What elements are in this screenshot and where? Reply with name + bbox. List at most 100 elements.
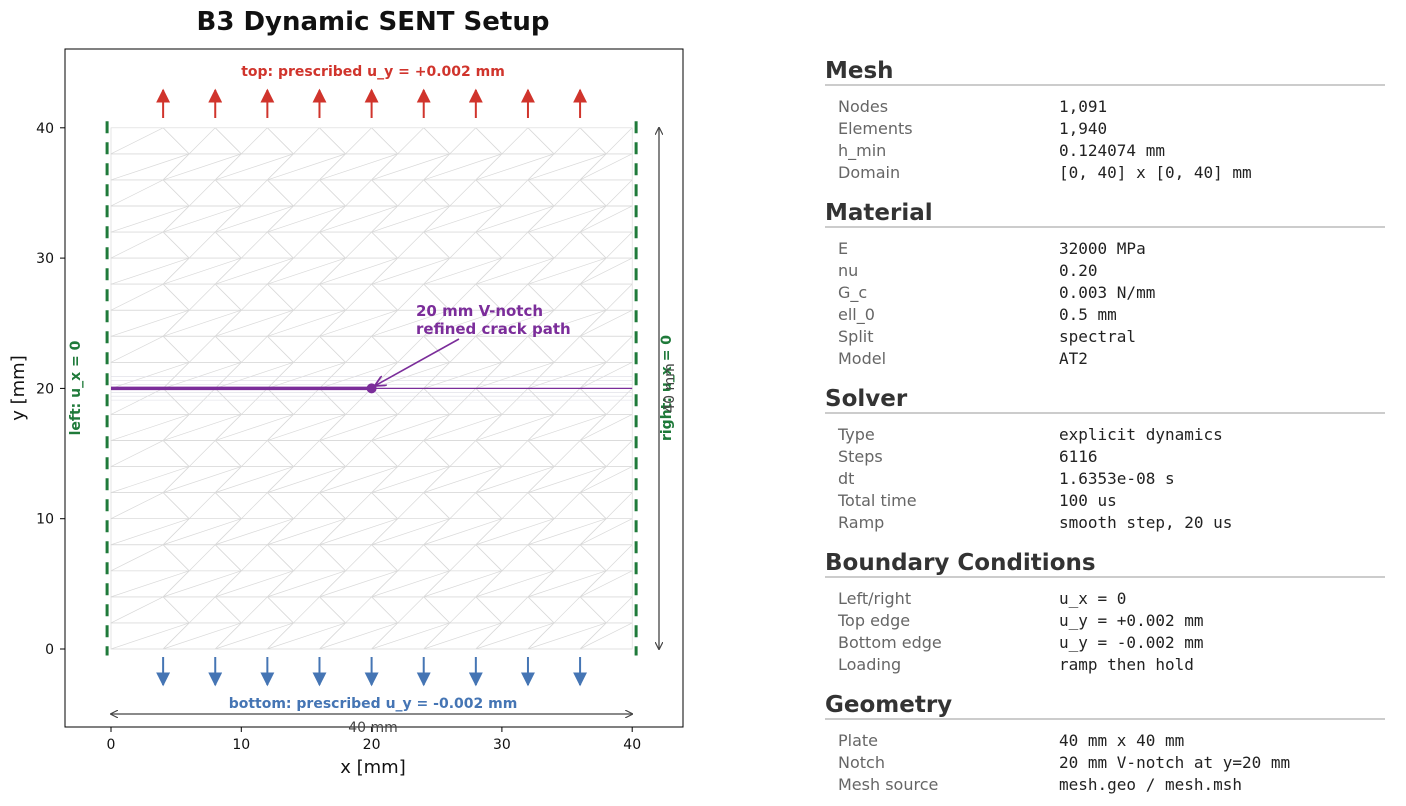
param-value: 0.5 mm [1059, 305, 1117, 324]
param-key: Nodes [838, 97, 889, 116]
param-key: Type [838, 425, 875, 444]
param-row: Nodes 1,091 [838, 96, 1385, 118]
y-tick-label: 30 [36, 251, 54, 267]
param-row: Split spectral [838, 326, 1385, 348]
mesh-cell [266, 127, 347, 155]
parameter-summary: Mesh Nodes 1,091 Elements 1,940 h_min 0.124074… [825, 52, 1385, 806]
param-value: [0, 40] x [0, 40] mm [1059, 163, 1252, 182]
x-tick-label: 10 [232, 737, 250, 753]
param-row: h_min 0.124074 mm [838, 140, 1385, 162]
param-key: Notch [838, 753, 885, 772]
param-row: Bottom edge u_y = -0.002 mm [838, 632, 1385, 654]
section-title: Geometry [825, 686, 1385, 720]
param-value: 1,940 [1059, 119, 1108, 138]
param-row: Mesh source mesh.geo / mesh.msh [838, 774, 1385, 796]
param-value: explicit dynamics [1059, 425, 1223, 444]
setup-figure: B3 Dynamic SENT Setup 0 10 20 30 40 0 10 20 30 40… [8, 7, 684, 778]
top-bc-label: top: prescribed u_y = +0.002 mm [241, 64, 505, 80]
param-value: 1.6353e-08 s [1059, 469, 1175, 488]
height-dimension-label: 40 mm [662, 363, 678, 413]
param-key: ell_0 [838, 305, 875, 324]
axis-ticks: 0 10 20 30 40 0 10 20 30 40 [36, 121, 641, 753]
width-dimension-label: 40 mm [348, 720, 398, 736]
y-tick-label: 0 [45, 642, 54, 658]
section-material: Material E 32000 MPa nu 0.20 G_c 0.003 N/mm ell… [825, 194, 1385, 370]
param-value: u_y = -0.002 mm [1059, 633, 1204, 652]
param-key: Domain [838, 163, 901, 182]
param-value: 40 mm x 40 mm [1059, 731, 1185, 750]
param-row: Model AT2 [838, 348, 1385, 370]
param-value: 100 us [1059, 491, 1117, 510]
x-tick-label: 0 [107, 737, 116, 753]
param-key: Model [838, 349, 887, 368]
mesh-cell [527, 127, 607, 155]
right-bc-label: right: u_x = 0 [659, 335, 675, 441]
param-key: dt [838, 469, 855, 488]
param-value: 20 mm V-notch at y=20 mm [1059, 753, 1291, 772]
param-row: Ramp smooth step, 20 us [838, 512, 1385, 534]
param-row: ell_0 0.5 mm [838, 304, 1385, 326]
param-row: Top edge u_y = +0.002 mm [838, 610, 1385, 632]
param-value: spectral [1059, 327, 1137, 346]
section-title: Boundary Conditions [825, 544, 1385, 578]
param-row: Left/right u_x = 0 [838, 588, 1385, 610]
y-tick-label: 40 [36, 121, 54, 137]
mesh-cell [474, 127, 555, 155]
mesh-cell [214, 127, 295, 155]
triangular-mesh [110, 127, 633, 650]
param-value: 0.20 [1059, 261, 1098, 280]
param-key: Bottom edge [838, 633, 942, 652]
param-row: Type explicit dynamics [838, 424, 1385, 446]
param-row: Loading ramp then hold [838, 654, 1385, 676]
param-row: Total time 100 us [838, 490, 1385, 512]
bottom-bc-label: bottom: prescribed u_y = -0.002 mm [229, 696, 518, 712]
param-value: u_x = 0 [1059, 589, 1127, 608]
x-tick-label: 40 [623, 737, 641, 753]
mesh-cell [318, 127, 399, 155]
param-key: Top edge [838, 611, 911, 630]
param-row: Elements 1,940 [838, 118, 1385, 140]
x-tick-label: 20 [363, 737, 381, 753]
param-key: Ramp [838, 513, 885, 532]
left-bc-label: left: u_x = 0 [68, 340, 84, 435]
param-row: E 32000 MPa [838, 238, 1385, 260]
param-value: 6116 [1059, 447, 1098, 466]
y-axis-label: y [mm] [8, 355, 29, 421]
mesh-cell [110, 127, 191, 155]
param-value: mesh.geo / mesh.msh [1059, 775, 1243, 794]
param-value: smooth step, 20 us [1059, 513, 1233, 532]
param-value: AT2 [1059, 349, 1088, 368]
figure-title: B3 Dynamic SENT Setup [197, 7, 550, 37]
notch-annotation-arrow [376, 338, 460, 385]
param-row: Domain [0, 40] x [0, 40] mm [838, 162, 1385, 184]
param-value: u_y = +0.002 mm [1059, 611, 1204, 630]
section-geometry: Geometry Plate 40 mm x 40 mm Notch 20 mm V-n… [825, 686, 1385, 796]
param-key: Split [838, 327, 874, 346]
param-key: Elements [838, 119, 913, 138]
param-key: E [838, 239, 849, 258]
param-row: nu 0.20 [838, 260, 1385, 282]
param-key: Mesh source [838, 775, 939, 794]
param-key: Left/right [838, 589, 912, 608]
mesh-cell [162, 127, 243, 155]
param-row: Notch 20 mm V-notch at y=20 mm [838, 752, 1385, 774]
mesh-cell [422, 127, 503, 155]
notch-label-line2: refined crack path [416, 320, 571, 338]
section-title: Material [825, 194, 1385, 228]
mesh-cell [579, 127, 633, 155]
param-key: G_c [838, 283, 868, 302]
section-boundary-conditions: Boundary Conditions Left/right u_x = 0 Top … [825, 544, 1385, 676]
y-tick-label: 10 [36, 512, 54, 528]
param-key: Loading [838, 655, 902, 674]
param-value: 0.003 N/mm [1059, 283, 1156, 302]
param-value: 1,091 [1059, 97, 1108, 116]
param-key: Total time [838, 491, 917, 510]
param-value: ramp then hold [1059, 655, 1194, 674]
y-tick-label: 20 [36, 381, 54, 397]
section-mesh: Mesh Nodes 1,091 Elements 1,940 h_min 0.124074… [825, 52, 1385, 184]
param-key: Plate [838, 731, 879, 750]
param-value: 0.124074 mm [1059, 141, 1165, 160]
boundary-conditions [105, 88, 659, 714]
param-row: dt 1.6353e-08 s [838, 468, 1385, 490]
param-key: h_min [838, 141, 887, 160]
